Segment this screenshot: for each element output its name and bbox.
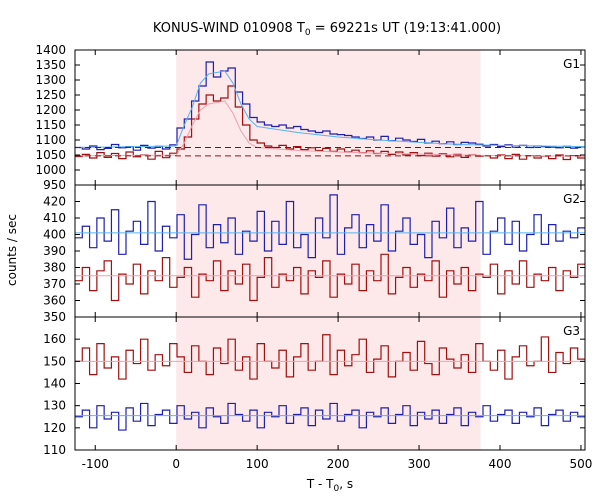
highlight-band [176, 317, 481, 450]
y-tick-label: 110 [43, 443, 66, 457]
y-tick-label: 160 [43, 332, 66, 346]
chart-title-main: KONUS-WIND 010908 T [153, 21, 305, 36]
series-pink-line [74, 100, 586, 157]
y-tick-label: 150 [43, 354, 66, 368]
y-tick-label: 1200 [35, 103, 66, 117]
y-tick-label: 1350 [35, 58, 66, 72]
y-tick-label: 950 [43, 178, 66, 192]
y-tick-label: 120 [43, 421, 66, 435]
x-tick-label: 0 [172, 457, 180, 471]
x-axis-label-main: T - T [306, 477, 334, 491]
x-tick-label: 400 [489, 457, 512, 471]
series-lightblue-line [74, 70, 586, 148]
series-blue-step [75, 194, 585, 260]
panel-label: G1 [563, 57, 580, 71]
x-axis-label-sub: 0 [334, 484, 340, 494]
highlight-band [176, 50, 481, 185]
x-axis-label-rest: , s [339, 477, 353, 491]
y-tick-label: 380 [43, 261, 66, 275]
chart-title-sub: 0 [305, 28, 311, 38]
y-tick-label: 1400 [35, 43, 66, 57]
y-tick-label: 1050 [35, 148, 66, 162]
panel-g3: 110 120 130 140 150 160 G3 [43, 316, 586, 457]
y-tick-label: 390 [43, 244, 66, 258]
y-tick-label: 130 [43, 399, 66, 413]
panel-g2: 350 360 370 380 390 400 410 420 G2 [43, 184, 586, 324]
y-tick-label: 350 [43, 310, 66, 324]
x-tick-label: -100 [82, 457, 109, 471]
chart-title-rest: = 69221s UT (19:13:41.000) [311, 21, 501, 36]
y-tick-label: 410 [43, 211, 66, 225]
y-tick-label: 1300 [35, 73, 66, 87]
y-tick-label: 400 [43, 228, 66, 242]
y-tick-label: 1250 [35, 88, 66, 102]
panels-layer: 950100010501100115012001250130013501400G… [35, 43, 592, 471]
highlight-band [176, 185, 481, 317]
y-tick-label: 1100 [35, 133, 66, 147]
chart-title: KONUS-WIND 010908 T0 = 69221s UT (19:13:… [153, 21, 501, 38]
series-red-step [75, 253, 585, 302]
x-axis-label: T - T0, s [306, 477, 353, 494]
y-tick-label: 420 [43, 195, 66, 209]
x-tick-label: 300 [408, 457, 431, 471]
series-blue-step [75, 61, 585, 151]
x-tick-label: 100 [246, 457, 269, 471]
x-tick-label: 200 [327, 457, 350, 471]
y-axis-label: counts / sec [5, 214, 19, 286]
x-tick-label: 500 [569, 457, 592, 471]
y-tick-label: 1000 [35, 163, 66, 177]
panel-label: G2 [563, 192, 580, 206]
y-tick-label: 360 [43, 294, 66, 308]
y-tick-label: 370 [43, 277, 66, 291]
y-tick-label: 140 [43, 377, 66, 391]
series-red-step [75, 334, 585, 380]
panel-label: G3 [563, 324, 580, 338]
y-tick-label: 1150 [35, 118, 66, 132]
